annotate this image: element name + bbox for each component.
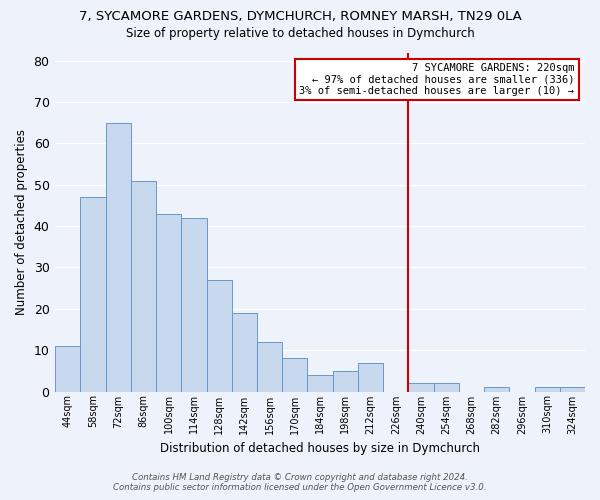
Bar: [80, 197, 106, 392]
Bar: [131, 180, 156, 392]
Bar: [206, 280, 232, 392]
Bar: [181, 218, 206, 392]
Bar: [106, 123, 131, 392]
Text: 7, SYCAMORE GARDENS, DYMCHURCH, ROMNEY MARSH, TN29 0LA: 7, SYCAMORE GARDENS, DYMCHURCH, ROMNEY M…: [79, 10, 521, 23]
Bar: [484, 388, 509, 392]
Text: Contains HM Land Registry data © Crown copyright and database right 2024.
Contai: Contains HM Land Registry data © Crown c…: [113, 473, 487, 492]
Bar: [257, 342, 282, 392]
Bar: [535, 388, 560, 392]
Y-axis label: Number of detached properties: Number of detached properties: [15, 129, 28, 315]
X-axis label: Distribution of detached houses by size in Dymchurch: Distribution of detached houses by size …: [160, 442, 480, 455]
Text: Size of property relative to detached houses in Dymchurch: Size of property relative to detached ho…: [125, 28, 475, 40]
Bar: [307, 375, 332, 392]
Bar: [156, 214, 181, 392]
Bar: [332, 371, 358, 392]
Bar: [434, 383, 459, 392]
Bar: [358, 362, 383, 392]
Bar: [560, 388, 585, 392]
Bar: [55, 346, 80, 392]
Text: 7 SYCAMORE GARDENS: 220sqm
← 97% of detached houses are smaller (336)
3% of semi: 7 SYCAMORE GARDENS: 220sqm ← 97% of deta…: [299, 62, 574, 96]
Bar: [409, 383, 434, 392]
Bar: [232, 313, 257, 392]
Bar: [282, 358, 307, 392]
